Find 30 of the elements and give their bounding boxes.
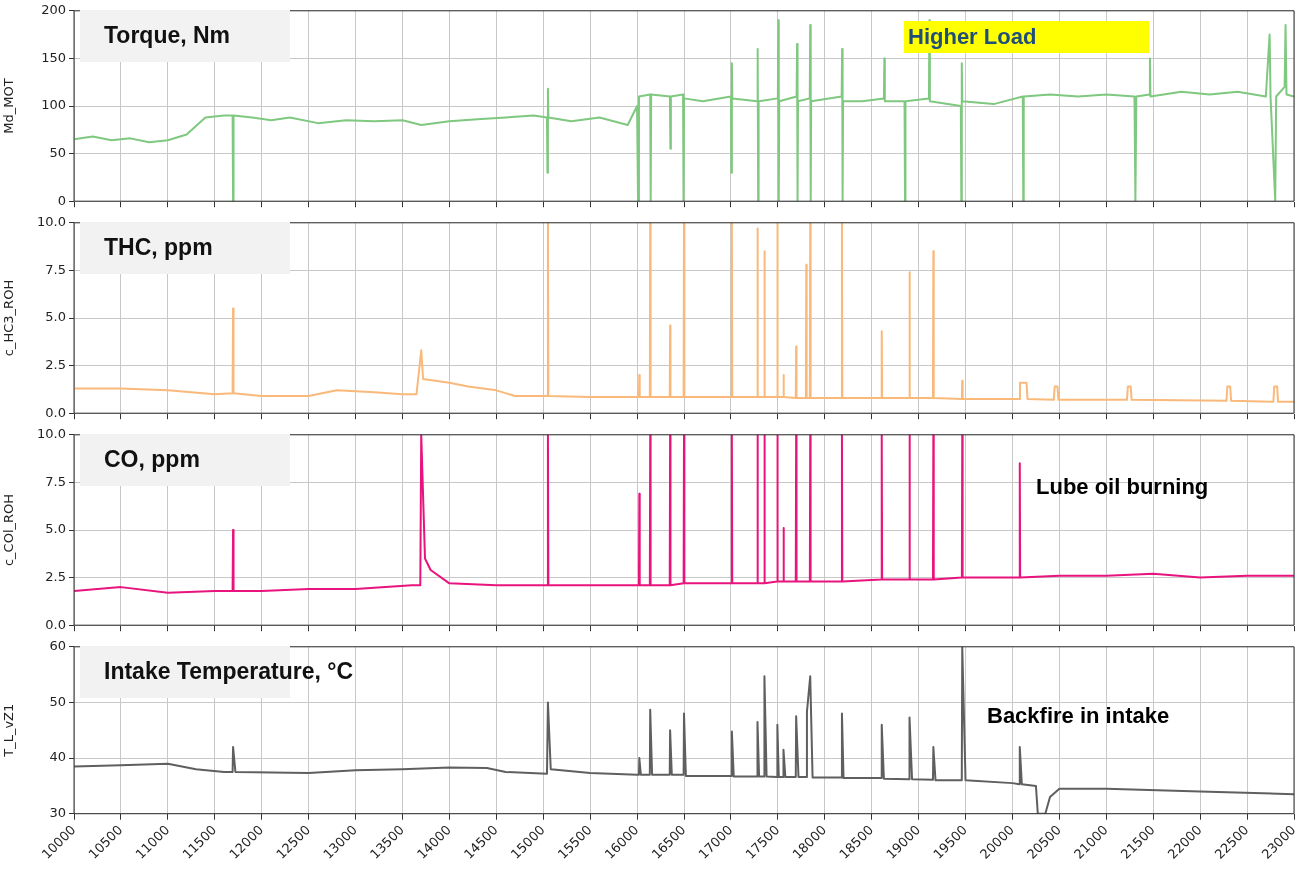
annotation: Lube oil burning (1036, 474, 1209, 500)
y-tick-label: 0 (57, 192, 66, 208)
y-tick-label: 10.0 (37, 426, 66, 442)
y-axis-title: T_L_vZ1 (1, 703, 17, 758)
y-tick-label: 2.5 (45, 568, 66, 584)
y-axis-title: c_COl_ROH (1, 493, 17, 567)
y-tick-label: 30 (49, 805, 66, 821)
y-tick-label: 50 (49, 693, 66, 709)
y-tick-label: 7.5 (45, 473, 66, 489)
y-tick-label: 50 (49, 144, 66, 160)
text: Torque, Nm (104, 22, 231, 49)
y-axis-title: Md_MOT (1, 78, 17, 134)
y-tick-label: 40 (49, 749, 66, 765)
text: CO, ppm (104, 446, 200, 473)
text: Intake Temperature, °C (104, 658, 354, 685)
annotation: Backfire in intake (987, 703, 1170, 729)
y-axis-title: c_HC3_ROH (1, 279, 17, 357)
y-tick-label: 5.0 (45, 309, 66, 325)
y-tick-label: 5.0 (45, 521, 66, 537)
y-tick-label: 0.0 (45, 404, 66, 420)
y-tick-label: 200 (41, 2, 66, 18)
y-tick-label: 7.5 (45, 261, 66, 277)
y-tick-label: 10.0 (37, 214, 66, 230)
y-tick-label: 0.0 (45, 616, 66, 632)
text: THC, ppm (104, 234, 213, 261)
y-tick-label: 150 (41, 49, 66, 65)
y-tick-label: 2.5 (45, 356, 66, 372)
y-tick-label: 60 (49, 638, 66, 654)
y-tick-label: 100 (41, 97, 66, 113)
annotation: Higher Load (908, 24, 1037, 50)
